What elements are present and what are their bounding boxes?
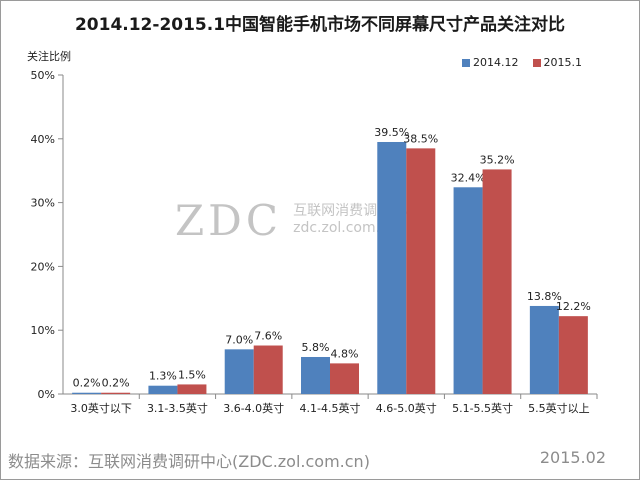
- data-label: 1.5%: [178, 368, 206, 381]
- bar: [301, 356, 330, 394]
- bar: [330, 363, 359, 394]
- bar: [377, 141, 407, 394]
- legend-label-2015-1: 2015.1: [543, 56, 583, 69]
- y-tick-label: 40%: [31, 133, 55, 146]
- bar: [529, 305, 559, 394]
- x-tick-label: 4.6-5.0英寸: [376, 401, 437, 415]
- data-label: 1.3%: [149, 370, 177, 383]
- chart-title: 2014.12-2015.1中国智能手机市场不同屏幕尺寸产品关注对比: [74, 15, 566, 35]
- data-label: 12.2%: [556, 300, 591, 313]
- legend-item-2015-1: 2015.1: [532, 56, 583, 69]
- data-label: 39.5%: [374, 126, 409, 139]
- legend: 2014.12 2015.1: [462, 56, 596, 69]
- legend-swatch-2014-12: [462, 58, 470, 67]
- y-tick-label: 30%: [31, 197, 55, 210]
- data-label: 0.2%: [73, 377, 101, 390]
- data-label: 32.4%: [451, 171, 486, 184]
- bar: [482, 169, 512, 394]
- source-note: 数据来源：互联网消费调研中心(ZDC.zol.com.cn): [8, 452, 370, 471]
- bar: [558, 316, 588, 394]
- y-axis-label: 关注比例: [27, 50, 71, 63]
- x-tick-label: 4.1-4.5英寸: [300, 401, 361, 415]
- bar: [224, 349, 254, 394]
- y-tick-label: 10%: [31, 324, 55, 337]
- x-tick-label: 5.1-5.5英寸: [452, 401, 513, 415]
- watermark-logo: ZDC: [175, 196, 282, 245]
- x-tick-label: 3.0英寸以下: [70, 401, 132, 415]
- footer-date: 2015.02: [539, 448, 606, 467]
- bar: [406, 148, 436, 394]
- legend-item-2014-12: 2014.12: [462, 56, 519, 69]
- data-label: 35.2%: [480, 153, 515, 166]
- legend-label-2014-12: 2014.12: [473, 56, 519, 69]
- x-tick-label: 3.1-3.5英寸: [147, 401, 208, 415]
- data-label: 7.6%: [254, 330, 282, 343]
- y-tick-label: 20%: [31, 260, 55, 273]
- bar: [148, 385, 178, 394]
- x-tick-label: 5.5英寸以上: [528, 401, 590, 415]
- data-label: 4.8%: [331, 347, 359, 360]
- data-label: 38.5%: [403, 132, 438, 145]
- watermark-url: zdc.zol.com.cn: [293, 220, 397, 236]
- bar-chart: 0% 10% 20% 30% 40% 50% 0.2% 0.2% 3.0英寸以下 1.3% 1.5%…: [31, 69, 598, 415]
- bar: [101, 392, 131, 394]
- bar: [453, 187, 483, 394]
- legend-swatch-2015-1: [532, 58, 541, 67]
- data-label: 13.8%: [527, 290, 562, 303]
- x-tick-label: 3.6-4.0英寸: [223, 401, 284, 415]
- bar: [177, 384, 207, 394]
- bar: [72, 392, 102, 394]
- data-label: 7.0%: [225, 333, 253, 346]
- data-label: 5.8%: [302, 341, 330, 354]
- y-tick-label: 50%: [31, 69, 55, 82]
- data-label: 0.2%: [102, 377, 130, 390]
- y-tick-label: 0%: [38, 388, 55, 401]
- bar: [253, 345, 283, 394]
